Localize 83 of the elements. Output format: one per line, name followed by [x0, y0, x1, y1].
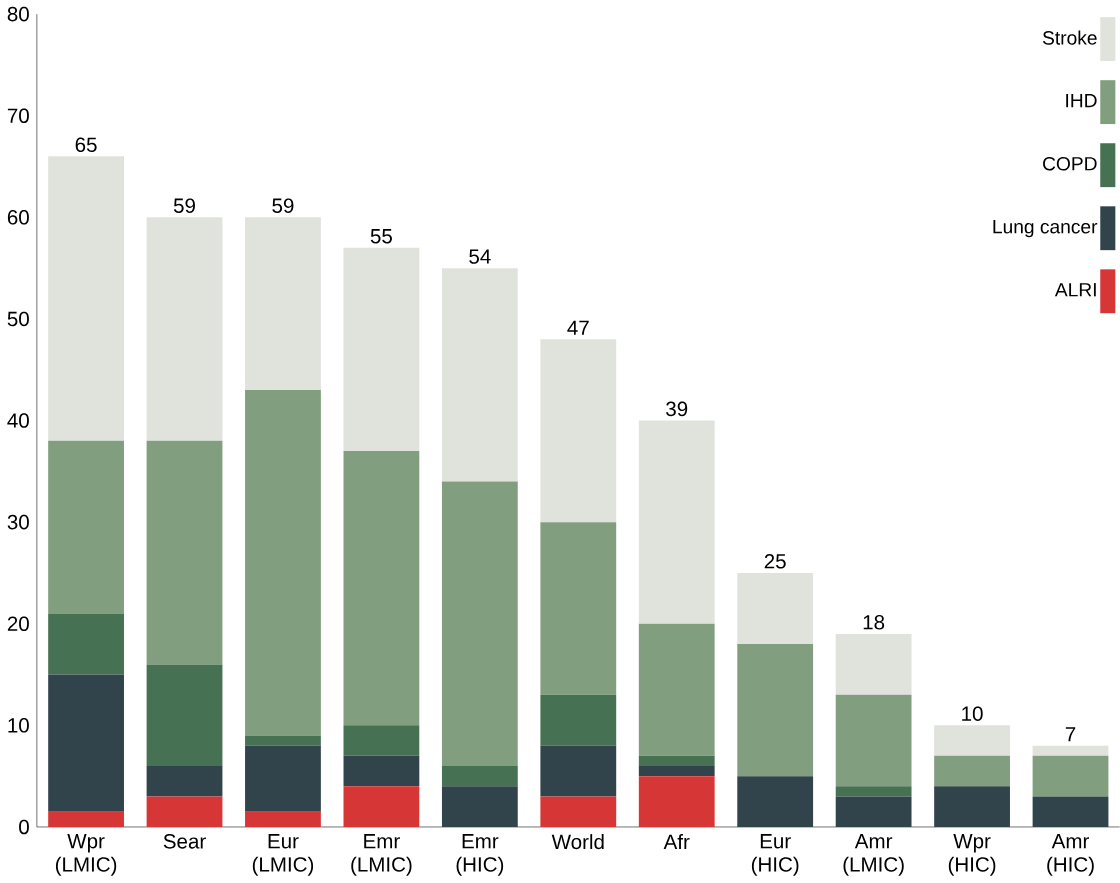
legend-label: ALRI [1054, 283, 1096, 297]
bar [343, 247, 420, 452]
bar [441, 481, 518, 767]
legend-label: Stroke [1042, 30, 1097, 45]
bar [146, 796, 223, 828]
bar [146, 766, 223, 797]
bar [638, 623, 715, 757]
bar [146, 664, 223, 767]
legend-label: IHD [1066, 94, 1097, 108]
bar [540, 796, 617, 828]
y-tick-label: 20 [7, 616, 29, 632]
legend-label: COPD [1043, 157, 1097, 171]
bar [638, 766, 715, 777]
total-label: 54 [469, 249, 491, 264]
total-label: 10 [962, 706, 983, 722]
bar [934, 725, 1010, 757]
bar [146, 441, 223, 665]
y-tick-label: 30 [7, 515, 29, 530]
bar [245, 745, 321, 812]
bar [245, 735, 321, 746]
bar [835, 786, 912, 797]
y-tick-label: 60 [7, 210, 29, 225]
bar [1032, 745, 1109, 757]
bar [737, 776, 814, 828]
bar [343, 756, 420, 787]
x-tick-label: World [551, 834, 604, 850]
bar [638, 776, 715, 828]
bar [48, 613, 124, 675]
y-tick-label: 0 [19, 819, 29, 835]
bar [343, 786, 420, 828]
x-tick-label: Afr [663, 834, 690, 850]
bar [441, 786, 518, 828]
bar [48, 441, 124, 614]
bar [48, 674, 124, 812]
bar [1032, 796, 1109, 828]
x-tick-label: Emr (HIC) [456, 834, 504, 876]
total-label: 47 [567, 320, 589, 336]
bar [540, 695, 617, 746]
bar [146, 217, 223, 442]
legend-label: Lung cancer [993, 220, 1098, 238]
y-tick-label: 70 [7, 108, 29, 124]
bar [245, 217, 321, 391]
total-label: 25 [764, 554, 786, 569]
y-tick-label: 10 [8, 718, 29, 733]
total-label: 18 [863, 615, 885, 630]
bar [245, 390, 321, 736]
bar [540, 339, 617, 523]
bar [638, 756, 715, 767]
bar [835, 796, 912, 828]
x-tick-label: Emr (LMIC) [351, 834, 412, 876]
y-tick-label: 40 [7, 413, 29, 428]
total-label: 55 [370, 229, 392, 244]
total-label: 59 [272, 198, 294, 214]
bar [441, 766, 518, 787]
x-tick-label: Eur (HIC) [751, 834, 799, 876]
bar [540, 522, 617, 696]
bar [934, 756, 1010, 787]
bar [737, 573, 814, 645]
x-tick-label: Sear [163, 834, 206, 849]
bar [638, 420, 715, 624]
x-tick-label: Amr (LMIC) [843, 834, 904, 876]
bar [737, 644, 814, 777]
total-label: 39 [666, 401, 688, 417]
bar [835, 695, 912, 787]
bar [48, 811, 124, 828]
bar [343, 725, 420, 757]
bar [245, 811, 321, 828]
bar [343, 451, 420, 726]
x-tick-label: Wpr (HIC) [948, 834, 996, 876]
bar [441, 268, 518, 482]
bar [540, 745, 617, 797]
x-tick-label: Eur (LMIC) [252, 834, 314, 876]
x-tick-label: Wpr (LMIC) [55, 834, 117, 876]
bar [934, 786, 1010, 828]
total-label: 7 [1065, 727, 1076, 742]
total-label: 59 [173, 198, 195, 214]
bar [48, 156, 124, 442]
total-label: 65 [75, 137, 97, 153]
bar [835, 634, 912, 696]
x-tick-label: Amr (HIC) [1047, 834, 1094, 876]
y-tick-label: 50 [7, 311, 29, 327]
y-tick-label: 80 [7, 7, 29, 22]
bar [1032, 756, 1109, 797]
